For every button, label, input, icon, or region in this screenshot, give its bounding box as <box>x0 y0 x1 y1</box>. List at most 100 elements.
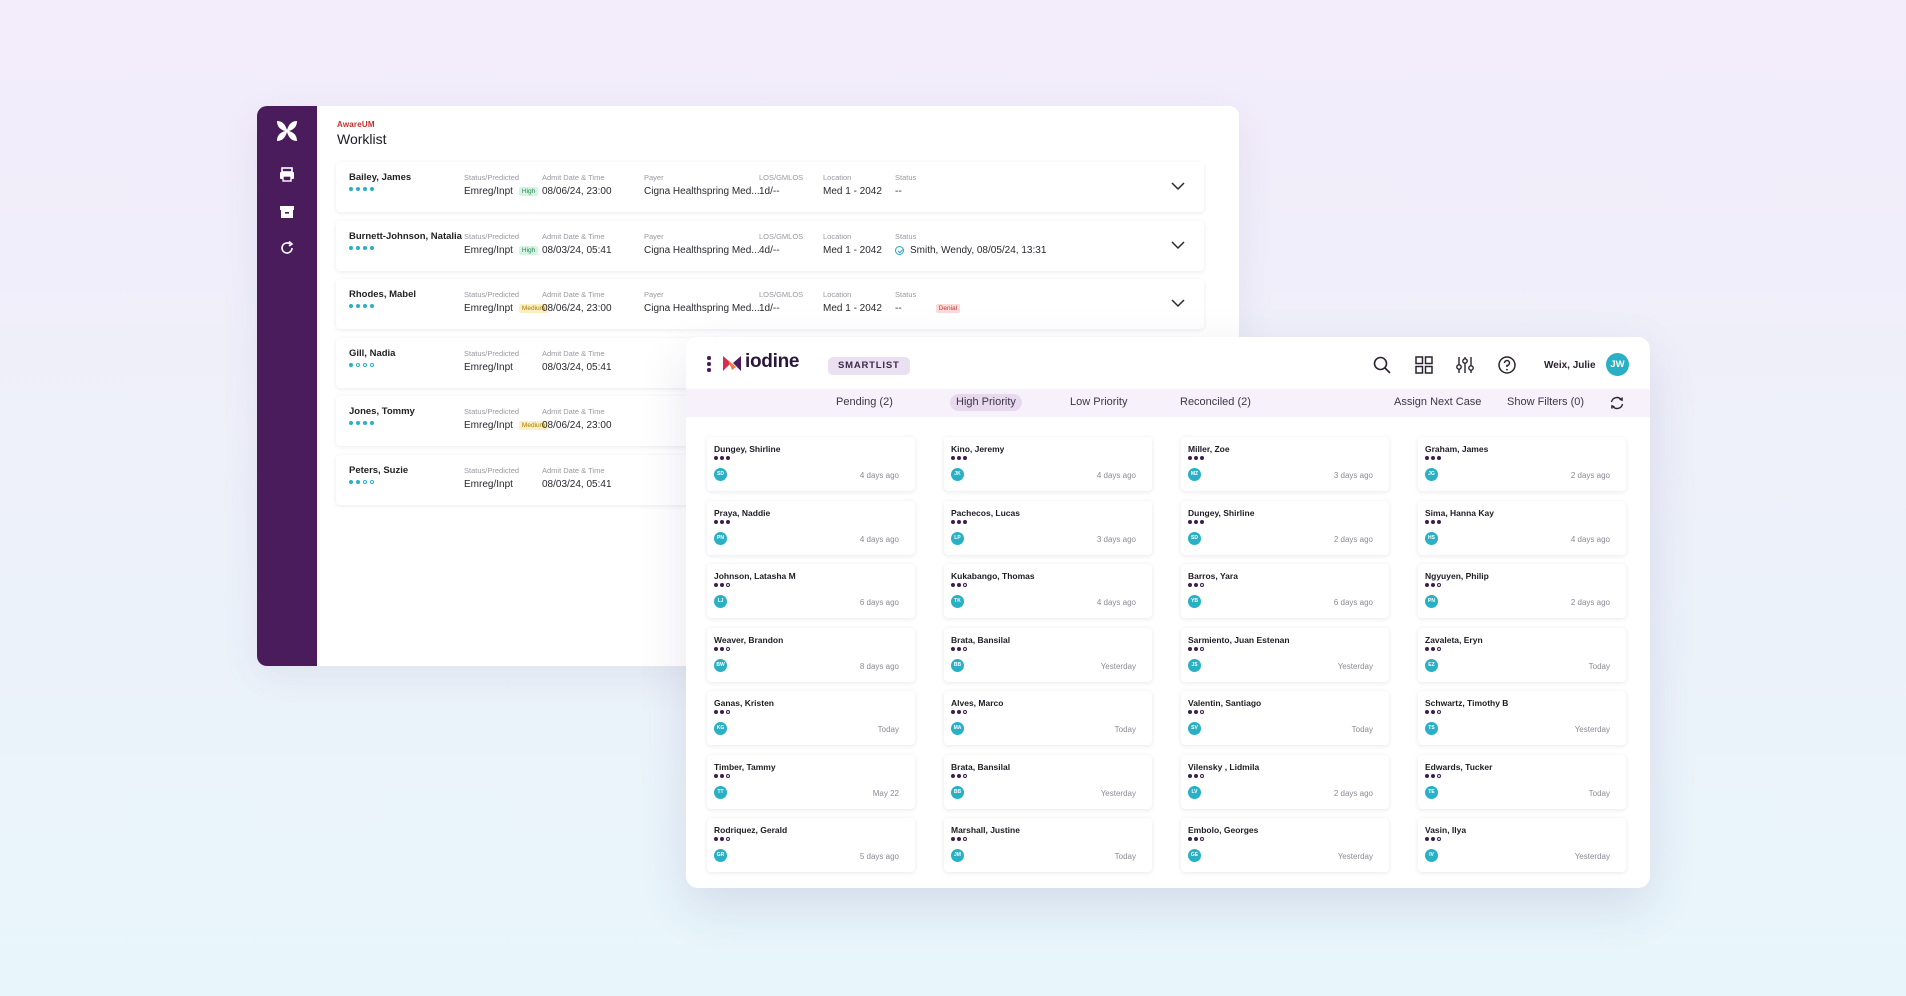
priority-dot <box>720 773 724 778</box>
avatar: HS <box>1425 531 1438 545</box>
case-card[interactable]: Vasin, Ilya IV Yesterday <box>1418 818 1626 872</box>
timestamp: 3 days ago <box>1096 534 1136 544</box>
priority-dots <box>714 837 730 841</box>
tab-reconciled[interactable]: Reconciled (2) <box>1180 396 1251 408</box>
avatar: SD <box>1188 531 1201 545</box>
tab-pending[interactable]: Pending (2) <box>836 396 893 408</box>
priority-dot <box>957 519 961 524</box>
case-card[interactable]: Sarmiento, Juan Estenan JS Yesterday <box>1181 627 1389 682</box>
case-card[interactable]: Marshall, Justine JM Today <box>944 818 1152 872</box>
patient-name[interactable]: Jones, Tommy <box>349 406 415 417</box>
sliders-icon[interactable] <box>1455 355 1475 375</box>
priority-dots <box>349 479 374 484</box>
priority-dot <box>1200 710 1204 714</box>
priority-dot <box>1194 583 1198 587</box>
payer-cell: Payer Cigna Healthspring Med... <box>644 173 760 197</box>
priority-dot <box>363 187 367 191</box>
tab-low-priority[interactable]: Low Priority <box>1070 396 1128 408</box>
case-card[interactable]: Zavaleta, Eryn EZ Today <box>1418 627 1626 682</box>
archive-icon[interactable] <box>278 203 296 221</box>
timestamp: Yesterday <box>1337 852 1373 861</box>
case-card[interactable]: Sima, Hanna Kay HS 4 days ago <box>1418 500 1626 555</box>
patient-name[interactable]: Gill, Nadia <box>349 347 396 359</box>
priority-dot <box>349 245 353 250</box>
patient-name[interactable]: Peters, Suzie <box>349 464 409 476</box>
case-card[interactable]: Brata, Bansilal BB Yesterday <box>944 754 1152 809</box>
kebab-menu-icon[interactable] <box>707 356 711 372</box>
help-icon[interactable] <box>1497 355 1517 375</box>
print-icon[interactable] <box>278 166 296 184</box>
priority-dots <box>714 773 730 778</box>
priority-dots <box>951 773 967 778</box>
case-card[interactable]: Pachecos, Lucas LP 3 days ago <box>944 500 1152 555</box>
case-card[interactable]: Timber, Tammy TT May 22 <box>707 754 915 809</box>
priority-dots <box>1188 456 1204 460</box>
status-predicted-value: Emreg/Inpt <box>464 244 513 256</box>
admit-date-label: Admit Date & Time <box>542 290 605 299</box>
priority-dot <box>1188 837 1192 841</box>
case-card[interactable]: Praya, Naddie PN 4 days ago <box>707 500 915 555</box>
los-gmlos-label: LOS/GMLOS <box>759 173 804 182</box>
case-card[interactable]: Kino, Jeremy JK 4 days ago <box>944 437 1152 491</box>
case-card[interactable]: Miller, Zoe MZ 3 days ago <box>1181 437 1389 491</box>
priority-dot <box>1431 837 1435 841</box>
priority-dot <box>1437 456 1441 460</box>
priority-dot <box>1437 646 1441 651</box>
worklist-sidebar <box>257 106 317 666</box>
case-card[interactable]: Embolo, Georges GE Yesterday <box>1181 818 1389 872</box>
case-card[interactable]: Johnson, Latasha M LJ 6 days ago <box>707 564 915 618</box>
case-card[interactable]: Valentin, Santiago SV Today <box>1181 691 1389 745</box>
admit-date-cell: Admit Date & Time 08/06/24, 23:00 <box>542 290 612 314</box>
tab-high-priority[interactable]: High Priority <box>950 394 1022 411</box>
patient-name[interactable]: Burnett-Johnson, Natalia <box>349 230 462 242</box>
chevron-down-icon[interactable] <box>1170 179 1186 193</box>
grid-view-icon[interactable] <box>1414 355 1434 375</box>
avatar: BB <box>951 785 964 799</box>
patient-name[interactable]: Bailey, James <box>349 172 412 183</box>
butterfly-logo-icon[interactable] <box>274 118 300 144</box>
location-value-wrap: Med 1 - 2042 <box>823 186 882 197</box>
assign-next-case-button[interactable]: Assign Next Case <box>1394 396 1482 408</box>
case-card[interactable]: Rodriquez, Gerald GR 5 days ago <box>707 818 915 872</box>
show-filters-button[interactable]: Show Filters (0) <box>1507 396 1585 408</box>
case-card[interactable]: Graham, James JG 2 days ago <box>1418 437 1626 491</box>
status-predicted-value: Emreg/Inpt <box>464 420 513 431</box>
priority-dot <box>963 837 967 841</box>
chevron-down-icon[interactable] <box>1170 296 1186 310</box>
chevron-down-icon[interactable] <box>1170 238 1186 252</box>
case-card[interactable]: Alves, Marco MA Today <box>944 691 1152 745</box>
priority-dots <box>714 519 730 524</box>
refresh-icon[interactable] <box>278 239 296 257</box>
case-card[interactable]: Weaver, Brandon BW 8 days ago <box>707 627 915 682</box>
los-gmlos-value-wrap: 1d/-- <box>759 186 803 197</box>
case-card[interactable]: Ngyuyen, Philip PN 2 days ago <box>1418 564 1626 618</box>
timestamp: 4 days ago <box>1096 471 1136 480</box>
search-icon[interactable] <box>1372 355 1392 375</box>
case-card[interactable]: Schwartz, Timothy B TS Yesterday <box>1418 691 1626 745</box>
high-tag: High <box>518 187 539 196</box>
status-predicted-cell: Status/Predicted Emreg/Inpt High <box>464 173 539 197</box>
priority-dot <box>363 479 367 484</box>
avatar: BB <box>951 658 964 672</box>
patient-name[interactable]: Rhodes, Mabel <box>349 289 417 300</box>
user-name[interactable]: Weix, Julie <box>1544 360 1596 371</box>
case-card[interactable]: Brata, Bansilal BB Yesterday <box>944 627 1152 682</box>
case-card[interactable]: Kukabango, Thomas TK 4 days ago <box>944 564 1152 618</box>
sync-icon[interactable] <box>1609 395 1625 411</box>
avatar[interactable]: JW <box>1606 353 1629 376</box>
case-card[interactable]: Vilensky , Lidmila LV 2 days ago <box>1181 754 1389 809</box>
case-card[interactable]: Dungey, Shirline SD 4 days ago <box>707 437 915 491</box>
table-row[interactable]: Burnett-Johnson, Natalia Status/Predicte… <box>336 220 1204 271</box>
case-card[interactable]: Dungey, Shirline SD 2 days ago <box>1181 500 1389 555</box>
case-card[interactable]: Ganas, Kristen KG Today <box>707 691 915 745</box>
table-row[interactable]: Bailey, James Status/Predicted Emreg/Inp… <box>336 162 1204 212</box>
priority-dot <box>951 646 955 651</box>
priority-dot <box>951 456 955 460</box>
priority-dot <box>951 583 955 587</box>
case-card[interactable]: Barros, Yara YB 6 days ago <box>1181 564 1389 618</box>
location-label: Location <box>823 290 852 299</box>
priority-dots <box>349 245 374 250</box>
medium-tag: Medium <box>518 421 549 430</box>
case-card[interactable]: Edwards, Tucker TE Today <box>1418 754 1626 809</box>
table-row[interactable]: Rhodes, Mabel Status/Predicted Emreg/Inp… <box>336 279 1204 329</box>
